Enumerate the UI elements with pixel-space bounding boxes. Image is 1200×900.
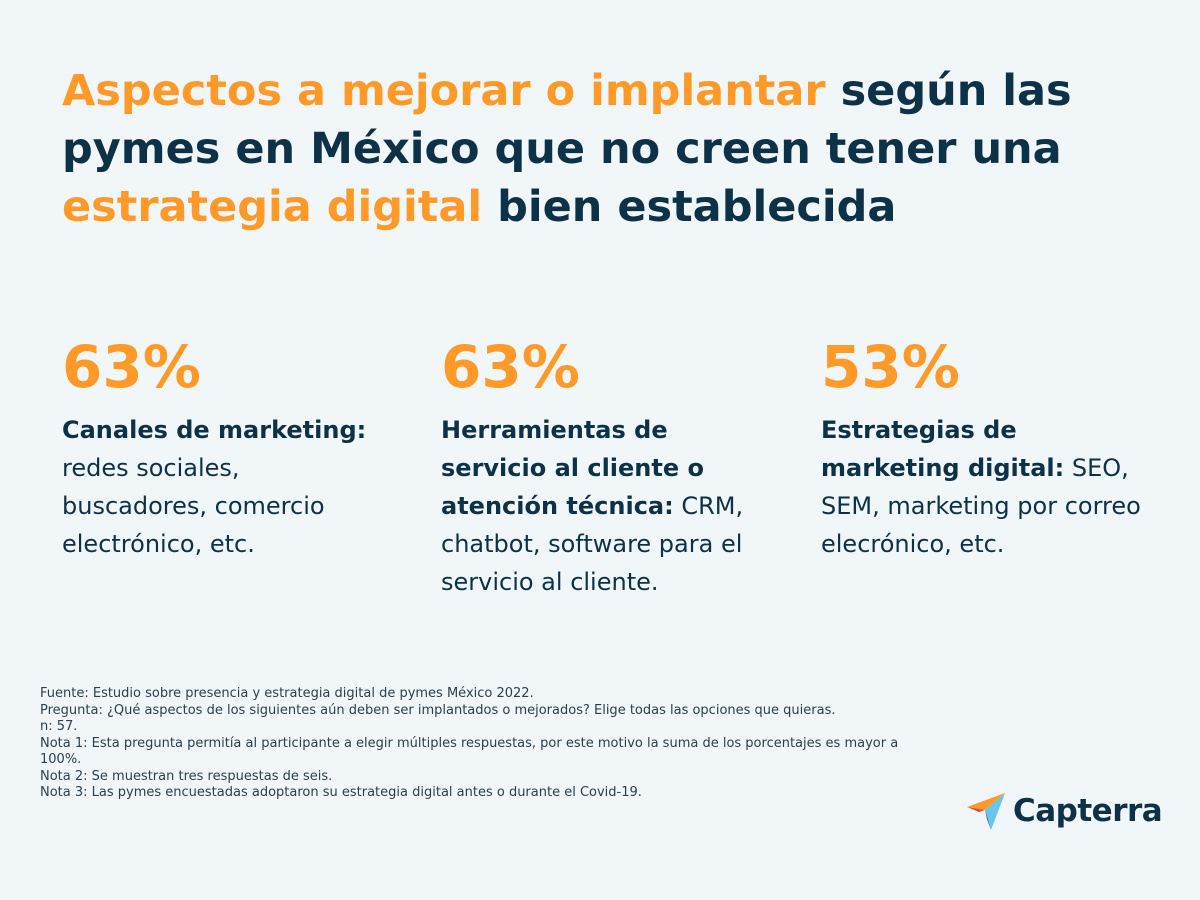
note-question: Pregunta: ¿Qué aspectos de los siguiente… bbox=[40, 702, 836, 718]
stat-label: Estrategias de marketing digital: bbox=[821, 416, 1065, 482]
stat-label: Herramientas de servicio al cliente o at… bbox=[441, 416, 704, 520]
stat-description: Canales de marketing: redes sociales, bu… bbox=[62, 411, 392, 563]
note-3: Nota 3: Las pymes encuestadas adoptaron … bbox=[40, 785, 642, 800]
page-title: Aspectos a mejorar o implantar según las… bbox=[62, 62, 1152, 236]
stat-value: 53% bbox=[821, 333, 960, 401]
source-notes: Fuente: Estudio sobre presencia y estrat… bbox=[40, 686, 900, 802]
title-highlight-1: Aspectos a mejorar o implantar bbox=[62, 66, 826, 116]
capterra-logo: Capterra bbox=[965, 790, 1163, 832]
title-text-2: bien establecida bbox=[482, 182, 897, 232]
title-highlight-2: estrategia digital bbox=[62, 182, 483, 232]
note-sample-size: n: 57. bbox=[40, 719, 78, 734]
stat-value: 63% bbox=[441, 333, 580, 401]
capterra-arrow-icon bbox=[967, 793, 1005, 830]
title-text-1: según las pymes en México que no creen t… bbox=[62, 66, 1072, 174]
stat-value: 63% bbox=[62, 333, 201, 401]
stat-detail: SEO, SEM, marketing por correo elecrónic… bbox=[821, 454, 1141, 558]
note-1: Nota 1: Esta pregunta permitía al partic… bbox=[40, 735, 899, 768]
stat-customer-service-tools: 63% Herramientas de servicio al cliente … bbox=[441, 335, 771, 601]
stat-description: Estrategias de marketing digital: SEO, S… bbox=[821, 411, 1141, 563]
capterra-wordmark: Capterra bbox=[1013, 793, 1163, 829]
stat-description: Herramientas de servicio al cliente o at… bbox=[441, 411, 771, 601]
stat-label: Canales de marketing: bbox=[62, 416, 367, 444]
stat-marketing-channels: 63% Canales de marketing: redes sociales… bbox=[62, 335, 392, 563]
note-source: Fuente: Estudio sobre presencia y estrat… bbox=[40, 686, 534, 701]
note-2: Nota 2: Se muestran tres respuestas de s… bbox=[40, 768, 333, 784]
stat-detail: redes sociales, buscadores, comercio ele… bbox=[62, 454, 325, 558]
stat-detail: CRM, chatbot, software para el servicio … bbox=[441, 492, 744, 596]
stat-digital-marketing-strategies: 53% Estrategias de marketing digital: SE… bbox=[821, 335, 1141, 563]
